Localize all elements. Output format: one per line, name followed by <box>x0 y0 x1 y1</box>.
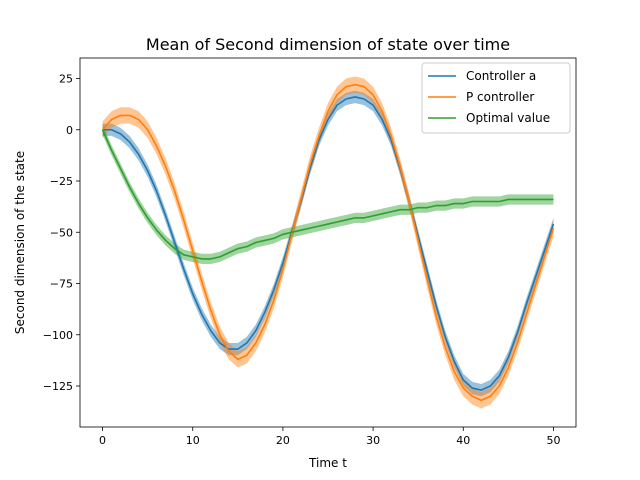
y-axis-ticks: 25 0 −25 −50 −75 −100 −125 <box>43 73 80 393</box>
x-tick-label: 50 <box>546 434 560 447</box>
legend-box <box>421 62 571 134</box>
y-tick-label: −75 <box>50 278 73 291</box>
series-line-2 <box>101 129 554 260</box>
series-band-2 <box>102 124 554 265</box>
series-band-1 <box>102 76 554 409</box>
y-tick-label: −100 <box>43 329 73 342</box>
x-tick-label: 0 <box>99 434 106 447</box>
x-tick-label: 20 <box>276 434 290 447</box>
legend-label: Controller a <box>466 69 536 83</box>
legend: Controller a P controller Optimal value <box>421 62 571 134</box>
series-lines <box>101 83 555 402</box>
chart-title: Mean of Second dimension of state over t… <box>146 35 510 54</box>
series-line-1 <box>101 83 555 402</box>
x-tick-label: 40 <box>456 434 470 447</box>
y-tick-label: −125 <box>43 380 73 393</box>
x-axis-ticks: 0 10 20 30 40 50 <box>99 427 560 447</box>
y-tick-label: −25 <box>50 175 73 188</box>
y-tick-label: 25 <box>59 73 73 86</box>
x-tick-label: 10 <box>186 434 200 447</box>
x-axis-label: Time t <box>308 456 347 470</box>
legend-label: P controller <box>466 90 534 104</box>
legend-label: Optimal value <box>466 111 550 125</box>
plot-frame <box>79 57 577 428</box>
y-axis-label: Second dimension of the state <box>13 151 27 334</box>
x-tick-label: 30 <box>366 434 380 447</box>
y-tick-label: 0 <box>66 124 73 137</box>
y-tick-label: −50 <box>50 226 73 239</box>
